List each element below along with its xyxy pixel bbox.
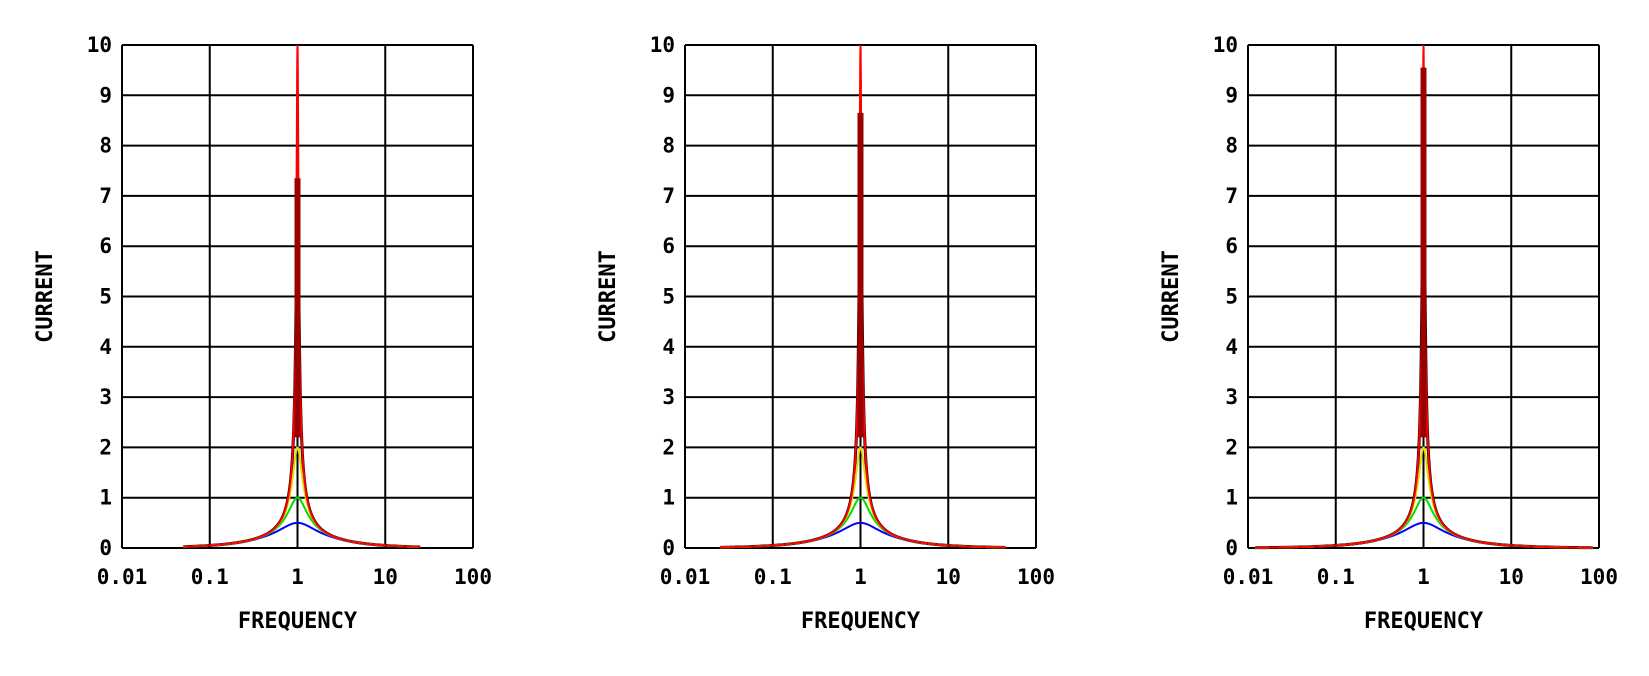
y-axis-label: CURRENT bbox=[33, 250, 58, 343]
x-tick-label: 100 bbox=[1580, 565, 1618, 589]
y-tick-label: 0 bbox=[662, 536, 675, 560]
y-tick-label: 2 bbox=[99, 435, 112, 459]
y-tick-label: 1 bbox=[662, 486, 675, 510]
y-tick-label: 5 bbox=[1225, 285, 1238, 309]
y-tick-label: 7 bbox=[662, 184, 675, 208]
chart-1: 0 1 2 3 4 5 6 7 8 9 10 0.01 0.1 1 10 100 FREQUENCY CURREN… bbox=[33, 33, 492, 634]
x-tick-label: 0.1 bbox=[754, 565, 792, 589]
y-tick-label: 0 bbox=[1225, 536, 1238, 560]
x-tick-label: 1 bbox=[1417, 565, 1430, 589]
y-tick-label: 8 bbox=[1225, 134, 1238, 158]
x-tick-label: 100 bbox=[454, 565, 492, 589]
series-line bbox=[719, 521, 1006, 549]
x-tick-label: 10 bbox=[1499, 565, 1524, 589]
y-tick-label: 10 bbox=[1213, 33, 1238, 57]
y-tick-label: 3 bbox=[1225, 385, 1238, 409]
x-tick-label: 0.1 bbox=[191, 565, 229, 589]
chart-3: 0 1 2 3 4 5 6 7 8 9 10 0.01 0.1 1 10 100 FREQUENCY CURREN… bbox=[1159, 33, 1618, 634]
y-tick-label: 0 bbox=[99, 536, 112, 560]
y-tick-label: 8 bbox=[99, 134, 112, 158]
y-tick-label: 6 bbox=[1225, 234, 1238, 258]
x-tick-label: 0.01 bbox=[660, 565, 711, 589]
y-axis-label: CURRENT bbox=[596, 250, 621, 343]
x-tick-label: 10 bbox=[936, 565, 961, 589]
y-tick-label: 8 bbox=[662, 134, 675, 158]
y-tick-label: 5 bbox=[99, 285, 112, 309]
y-tick-label: 10 bbox=[87, 33, 112, 57]
x-tick-label: 0.01 bbox=[97, 565, 148, 589]
x-tick-label: 10 bbox=[373, 565, 398, 589]
y-tick-label: 4 bbox=[99, 335, 112, 359]
x-tick-label: 100 bbox=[1017, 565, 1055, 589]
x-axis-label: FREQUENCY bbox=[1364, 609, 1484, 634]
x-axis-label: FREQUENCY bbox=[801, 609, 921, 634]
x-axis-label: FREQUENCY bbox=[238, 609, 358, 634]
y-axis-label: CURRENT bbox=[1159, 250, 1184, 343]
y-tick-label: 9 bbox=[99, 83, 112, 107]
y-tick-label: 1 bbox=[99, 486, 112, 510]
y-tick-label: 3 bbox=[662, 385, 675, 409]
x-tick-label: 1 bbox=[854, 565, 867, 589]
x-tick-label: 1 bbox=[291, 565, 304, 589]
y-tick-label: 7 bbox=[1225, 184, 1238, 208]
x-tick-label: 0.01 bbox=[1223, 565, 1274, 589]
y-tick-label: 5 bbox=[662, 285, 675, 309]
y-tick-label: 7 bbox=[99, 184, 112, 208]
y-tick-label: 6 bbox=[662, 234, 675, 258]
y-tick-label: 3 bbox=[99, 385, 112, 409]
series-line bbox=[183, 47, 421, 548]
y-tick-label: 2 bbox=[662, 435, 675, 459]
y-tick-label: 4 bbox=[662, 335, 675, 359]
x-tick-label: 0.1 bbox=[1317, 565, 1355, 589]
y-tick-label: 9 bbox=[662, 83, 675, 107]
y-tick-label: 9 bbox=[1225, 83, 1238, 107]
y-tick-label: 10 bbox=[650, 33, 675, 57]
y-tick-label: 4 bbox=[1225, 335, 1238, 359]
y-tick-label: 1 bbox=[1225, 486, 1238, 510]
y-tick-label: 6 bbox=[99, 234, 112, 258]
y-tick-label: 2 bbox=[1225, 435, 1238, 459]
chart-2: 0 1 2 3 4 5 6 7 8 9 10 0.01 0.1 1 10 100 FREQUENCY CURREN… bbox=[596, 33, 1055, 634]
